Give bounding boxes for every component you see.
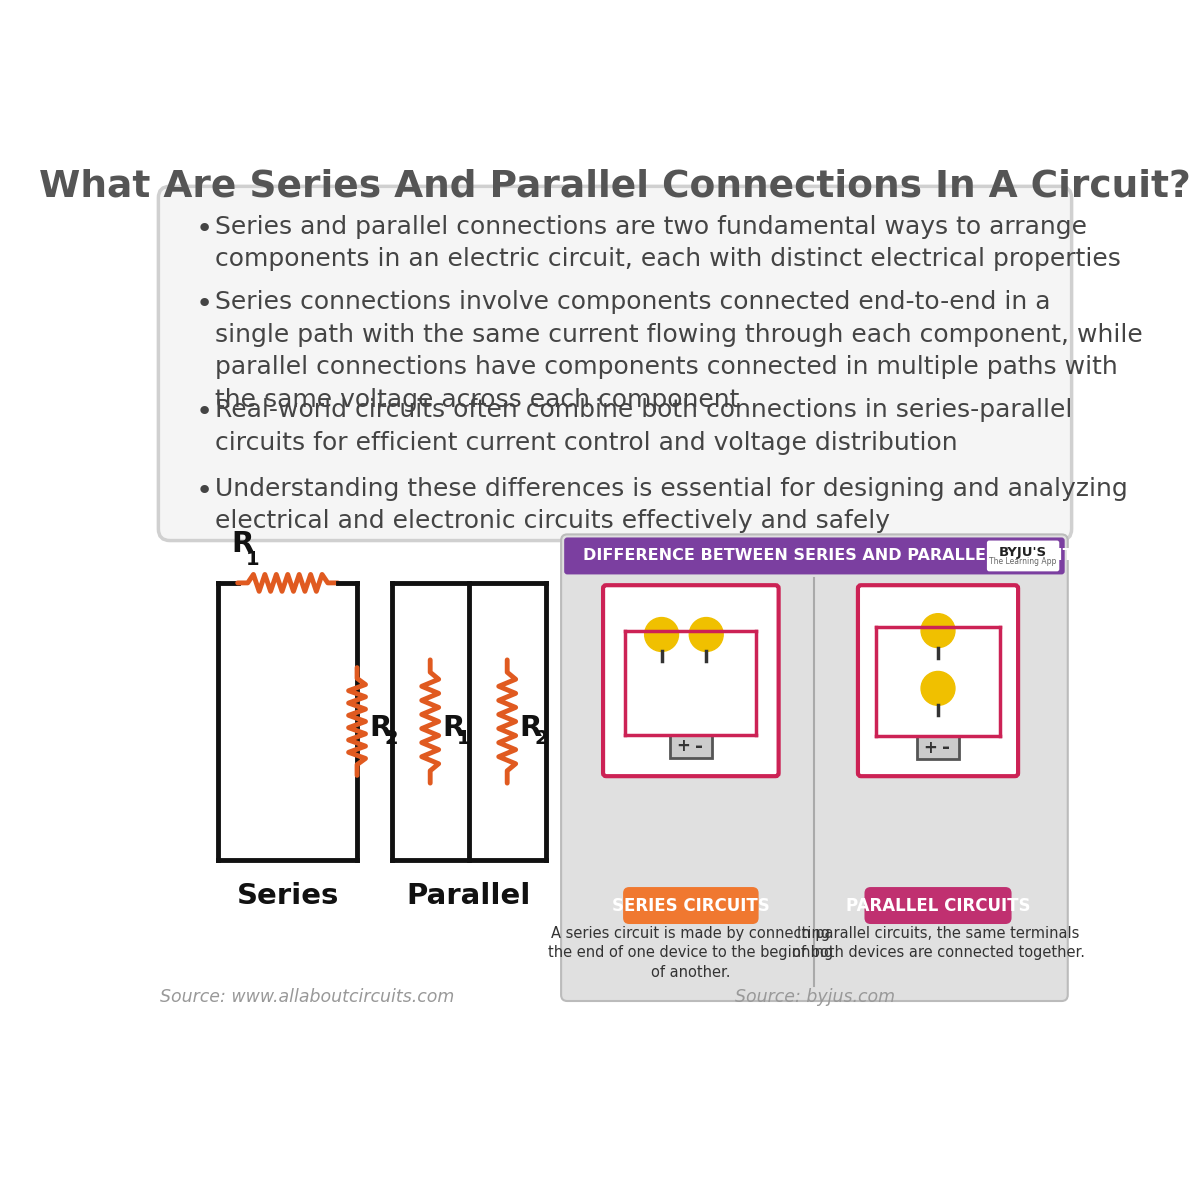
Text: -: - <box>695 737 702 756</box>
Text: 1: 1 <box>246 550 259 569</box>
Text: •: • <box>196 398 212 426</box>
Text: What Are Series And Parallel Connections In A Circuit?: What Are Series And Parallel Connections… <box>40 169 1190 205</box>
Text: R: R <box>443 714 464 742</box>
Text: Series connections involve components connected end-to-end in a
single path with: Series connections involve components co… <box>215 290 1142 412</box>
FancyBboxPatch shape <box>917 736 959 760</box>
Text: In parallel circuits, the same terminals
of both devices are connected together.: In parallel circuits, the same terminals… <box>792 925 1085 960</box>
Text: •: • <box>196 215 212 242</box>
Text: The Learning App: The Learning App <box>990 557 1057 566</box>
Text: SERIES CIRCUITS: SERIES CIRCUITS <box>612 896 769 914</box>
Text: 2: 2 <box>384 728 397 748</box>
Text: •: • <box>196 476 212 505</box>
Text: Series: Series <box>236 882 338 910</box>
FancyBboxPatch shape <box>158 186 1072 540</box>
FancyBboxPatch shape <box>986 540 1060 571</box>
Text: R: R <box>232 530 254 558</box>
Text: +: + <box>677 737 690 755</box>
Text: 2: 2 <box>534 728 547 748</box>
Circle shape <box>922 672 955 706</box>
FancyBboxPatch shape <box>564 538 1064 575</box>
Text: Understanding these differences is essential for designing and analyzing
electri: Understanding these differences is essen… <box>215 476 1127 533</box>
Circle shape <box>689 618 724 652</box>
Text: R: R <box>520 714 542 742</box>
FancyBboxPatch shape <box>623 887 758 924</box>
Text: Real-world circuits often combine both connections in series-parallel
circuits f: Real-world circuits often combine both c… <box>215 398 1072 455</box>
Text: •: • <box>196 290 212 318</box>
Text: Parallel: Parallel <box>407 882 530 910</box>
Text: Source: www.allaboutcircuits.com: Source: www.allaboutcircuits.com <box>160 989 454 1007</box>
FancyBboxPatch shape <box>604 586 779 776</box>
Text: -: - <box>942 738 949 757</box>
Text: Series and parallel connections are two fundamental ways to arrange
components i: Series and parallel connections are two … <box>215 215 1121 271</box>
Text: 1: 1 <box>457 728 470 748</box>
Text: A series circuit is made by connecting
the end of one device to the beginning
of: A series circuit is made by connecting t… <box>548 925 834 980</box>
Text: R: R <box>370 714 391 742</box>
Circle shape <box>922 613 955 648</box>
Text: PARALLEL CIRCUITS: PARALLEL CIRCUITS <box>846 896 1031 914</box>
Text: +: + <box>923 739 937 757</box>
Text: BYJU'S: BYJU'S <box>1000 546 1048 558</box>
Text: Source: byjus.com: Source: byjus.com <box>736 989 895 1007</box>
FancyBboxPatch shape <box>858 586 1018 776</box>
FancyBboxPatch shape <box>670 734 712 757</box>
FancyBboxPatch shape <box>562 534 1068 1001</box>
Text: DIFFERENCE BETWEEN SERIES AND PARALLEL CIRCUITS: DIFFERENCE BETWEEN SERIES AND PARALLEL C… <box>583 548 1085 564</box>
Circle shape <box>644 618 678 652</box>
FancyBboxPatch shape <box>864 887 1012 924</box>
